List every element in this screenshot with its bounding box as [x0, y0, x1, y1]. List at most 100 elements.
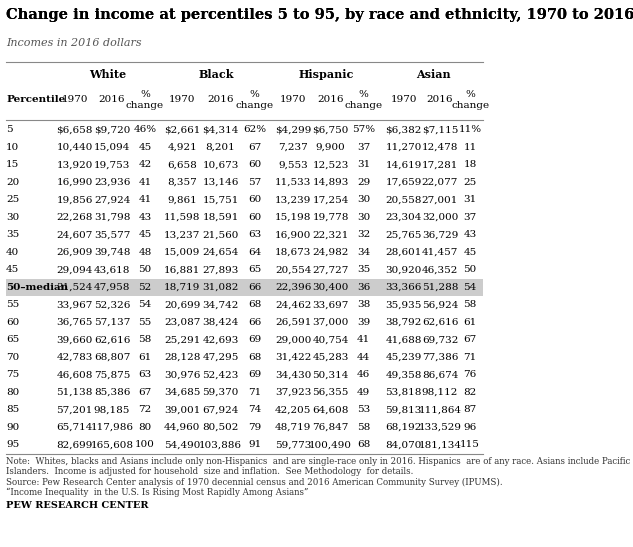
Text: 39,748: 39,748 — [94, 248, 130, 257]
Text: 32: 32 — [357, 230, 370, 239]
Text: 67: 67 — [138, 388, 151, 397]
Text: 45: 45 — [138, 230, 151, 239]
Text: 87: 87 — [463, 405, 477, 414]
Text: 43: 43 — [463, 230, 477, 239]
Text: 76,847: 76,847 — [313, 423, 349, 432]
Bar — [6, 278, 483, 296]
Text: 100: 100 — [135, 440, 155, 449]
Text: 25: 25 — [6, 195, 20, 204]
Text: 35: 35 — [357, 265, 370, 274]
Text: 60: 60 — [248, 213, 261, 222]
Text: 66: 66 — [248, 283, 261, 292]
Text: 22,396: 22,396 — [275, 283, 311, 292]
Text: 37,000: 37,000 — [313, 318, 349, 327]
Text: 77,386: 77,386 — [422, 353, 458, 362]
Text: 41: 41 — [138, 178, 151, 187]
Text: 20: 20 — [6, 178, 20, 187]
Text: $7,115: $7,115 — [422, 125, 458, 134]
Text: Source: Pew Research Center analysis of 1970 decennial census and 2016 American : Source: Pew Research Center analysis of … — [6, 478, 503, 487]
Text: 111,864: 111,864 — [418, 405, 461, 414]
Text: 15: 15 — [6, 160, 20, 169]
Text: 62%: 62% — [243, 125, 266, 134]
Text: 19,778: 19,778 — [313, 213, 349, 222]
Text: 38: 38 — [357, 300, 370, 309]
Text: 82: 82 — [463, 388, 477, 397]
Text: 2016: 2016 — [99, 96, 125, 104]
Text: 49,358: 49,358 — [385, 370, 422, 379]
Text: 13,920: 13,920 — [56, 160, 93, 169]
Text: 45,283: 45,283 — [313, 353, 349, 362]
Text: 9,900: 9,900 — [316, 143, 346, 152]
Text: 80,502: 80,502 — [203, 423, 239, 432]
Text: 24,654: 24,654 — [203, 248, 239, 257]
Text: 8,201: 8,201 — [206, 143, 235, 152]
Text: 40,754: 40,754 — [313, 335, 349, 344]
Text: 68: 68 — [248, 300, 261, 309]
Text: 60: 60 — [248, 195, 261, 204]
Text: 56,924: 56,924 — [422, 300, 458, 309]
Text: 48: 48 — [138, 248, 151, 257]
Text: 70: 70 — [6, 353, 20, 362]
Text: 1970: 1970 — [61, 96, 88, 104]
Text: 27,001: 27,001 — [422, 195, 458, 204]
Text: 18: 18 — [463, 160, 477, 169]
Text: 54: 54 — [138, 300, 151, 309]
Text: 42,783: 42,783 — [56, 353, 93, 362]
Text: 18,719: 18,719 — [164, 283, 201, 292]
Text: 80: 80 — [6, 388, 20, 397]
Text: 12,523: 12,523 — [313, 160, 349, 169]
Text: $4,314: $4,314 — [203, 125, 239, 134]
Text: 15,198: 15,198 — [275, 213, 311, 222]
Text: 59,773: 59,773 — [275, 440, 311, 449]
Text: 11,533: 11,533 — [275, 178, 311, 187]
Text: 30,400: 30,400 — [313, 283, 349, 292]
Text: 50–median: 50–median — [6, 283, 68, 292]
Text: 60: 60 — [6, 318, 20, 327]
Text: 71: 71 — [463, 353, 477, 362]
Text: 37,923: 37,923 — [275, 388, 311, 397]
Text: 16,881: 16,881 — [164, 265, 201, 274]
Text: 7,237: 7,237 — [279, 143, 308, 152]
Text: 58: 58 — [138, 335, 151, 344]
Text: 25,291: 25,291 — [164, 335, 201, 344]
Text: 25,765: 25,765 — [385, 230, 422, 239]
Text: 30: 30 — [6, 213, 20, 222]
Text: 33,697: 33,697 — [313, 300, 349, 309]
Text: 13,237: 13,237 — [164, 230, 201, 239]
Text: Change in income at percentiles 5 to 95, by race and ethnicity, 1970 to 2016: Change in income at percentiles 5 to 95,… — [6, 8, 633, 22]
Text: 79: 79 — [248, 423, 261, 432]
Text: 31: 31 — [463, 195, 477, 204]
Text: 57,201: 57,201 — [56, 405, 93, 414]
Text: 39,660: 39,660 — [56, 335, 93, 344]
Text: $4,299: $4,299 — [275, 125, 311, 134]
Text: 22,268: 22,268 — [56, 213, 93, 222]
Text: 21,560: 21,560 — [203, 230, 239, 239]
Text: 10,440: 10,440 — [56, 143, 93, 152]
Text: 38,792: 38,792 — [385, 318, 422, 327]
Text: 48,719: 48,719 — [275, 423, 311, 432]
Text: 91: 91 — [248, 440, 261, 449]
Text: 36,729: 36,729 — [422, 230, 458, 239]
Text: 96: 96 — [463, 423, 477, 432]
Text: 65,714: 65,714 — [56, 423, 93, 432]
Text: 54: 54 — [463, 283, 477, 292]
Text: 61: 61 — [463, 318, 477, 327]
Text: 10: 10 — [6, 143, 20, 152]
Text: Hispanic: Hispanic — [299, 68, 354, 79]
Text: 30: 30 — [357, 195, 370, 204]
Text: 6,658: 6,658 — [168, 160, 197, 169]
Text: 34: 34 — [357, 248, 370, 257]
Text: Black: Black — [199, 68, 234, 79]
Text: 86,674: 86,674 — [422, 370, 458, 379]
Text: 27,924: 27,924 — [94, 195, 130, 204]
Text: 28,601: 28,601 — [385, 248, 422, 257]
Text: PEW RESEARCH CENTER: PEW RESEARCH CENTER — [6, 502, 149, 510]
Text: 62,616: 62,616 — [422, 318, 458, 327]
Text: 68: 68 — [357, 440, 370, 449]
Text: 58: 58 — [357, 423, 370, 432]
Text: 45,239: 45,239 — [385, 353, 422, 362]
Text: 31: 31 — [357, 160, 370, 169]
Text: “Income Inequality  in the U.S. Is Rising Most Rapidly Among Asians”: “Income Inequality in the U.S. Is Rising… — [6, 487, 309, 497]
Text: 31,422: 31,422 — [275, 353, 311, 362]
Text: 18,591: 18,591 — [203, 213, 239, 222]
